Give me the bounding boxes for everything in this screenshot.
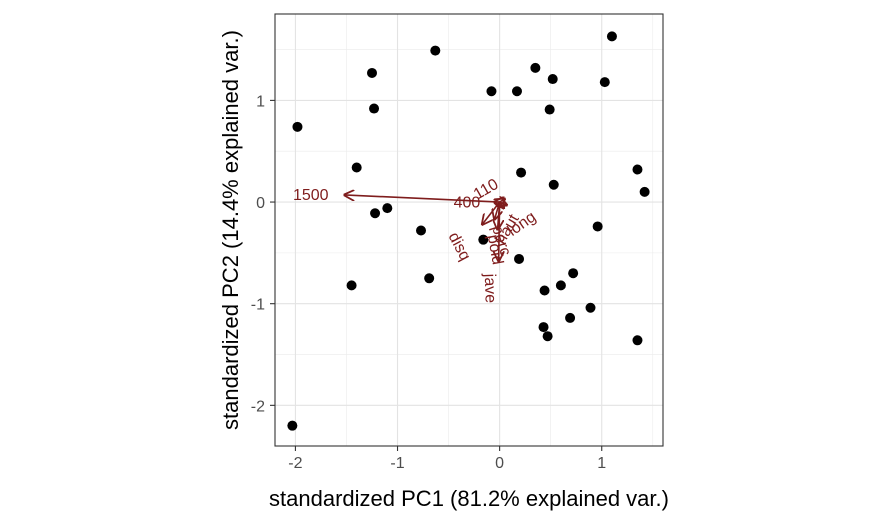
y-tick-label-1: -1: [251, 297, 265, 314]
loading-label-400: 400: [454, 194, 481, 211]
plot-panel-border: [274, 13, 664, 447]
x-axis-title: standardized PC1 (81.2% explained var.): [269, 486, 669, 511]
y-tick-label-3: 1: [256, 93, 265, 110]
loading-label-jave: jave: [481, 272, 499, 303]
data-point-19: [416, 225, 427, 236]
y-axis-ticks: -2 -1 0 1: [251, 93, 275, 415]
data-point-7: [511, 86, 522, 97]
data-point-15: [639, 186, 650, 197]
data-point-29: [538, 322, 549, 333]
loading-arrow-jave: [499, 202, 500, 261]
loading-label-1500: 1500: [293, 187, 329, 204]
data-point-0: [606, 31, 617, 42]
data-point-25: [346, 280, 357, 291]
data-point-14: [548, 179, 559, 190]
data-point-8: [369, 103, 380, 114]
data-point-2: [530, 62, 541, 73]
data-point-12: [632, 164, 643, 175]
data-point-1: [430, 45, 441, 56]
x-tick-label-3: 1: [597, 455, 606, 472]
data-point-24: [555, 280, 566, 291]
data-point-32: [287, 420, 298, 431]
data-point-11: [351, 162, 362, 173]
x-tick-label-0: -2: [288, 455, 302, 472]
y-tick-label-0: -2: [251, 398, 265, 415]
data-point-30: [542, 331, 553, 342]
data-point-20: [478, 234, 489, 245]
x-axis-ticks: -2 -1 0 1: [288, 446, 606, 472]
data-point-31: [632, 335, 643, 346]
data-point-5: [599, 77, 610, 88]
y-tick-label-2: 0: [256, 195, 265, 212]
data-point-27: [585, 302, 596, 313]
data-point-16: [382, 203, 393, 214]
data-point-6: [486, 86, 497, 97]
loading-arrow-disq: [482, 201, 501, 224]
loading-arrow-1500: [344, 195, 500, 203]
data-point-22: [568, 268, 579, 279]
x-tick-label-1: -1: [390, 455, 404, 472]
minor-gridlines: [275, 14, 663, 446]
data-point-13: [516, 167, 527, 178]
data-point-17: [370, 208, 381, 219]
y-axis-title: standardized PC2 (14.4% explained var.): [218, 30, 243, 430]
data-point-21: [514, 253, 525, 264]
scatter-points: [287, 31, 650, 431]
data-point-28: [565, 312, 576, 323]
data-point-4: [547, 74, 558, 85]
data-point-18: [592, 221, 603, 232]
data-point-9: [544, 104, 555, 115]
data-point-23: [424, 273, 435, 284]
data-point-3: [367, 67, 377, 78]
data-point-10: [292, 121, 303, 132]
x-tick-label-2: 0: [495, 455, 504, 472]
data-point-26: [539, 285, 550, 296]
